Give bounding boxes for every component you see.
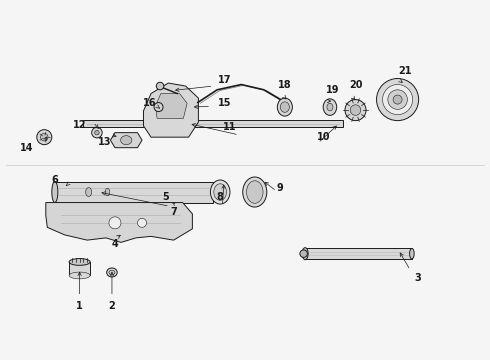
Ellipse shape (214, 184, 226, 200)
Ellipse shape (243, 177, 267, 207)
Text: 16: 16 (143, 98, 156, 108)
Circle shape (109, 217, 121, 229)
Ellipse shape (280, 102, 290, 112)
Text: 1: 1 (76, 301, 83, 311)
Polygon shape (46, 203, 193, 242)
Text: 12: 12 (73, 120, 86, 130)
Ellipse shape (107, 268, 117, 277)
Text: 15: 15 (218, 98, 231, 108)
Circle shape (138, 218, 147, 228)
Ellipse shape (246, 181, 263, 203)
Text: 2: 2 (109, 301, 115, 311)
Text: 19: 19 (326, 85, 340, 95)
Ellipse shape (302, 248, 308, 260)
Circle shape (383, 85, 413, 114)
Ellipse shape (327, 103, 333, 111)
Text: 3: 3 (415, 273, 421, 283)
Circle shape (156, 82, 164, 90)
Ellipse shape (410, 248, 414, 259)
Ellipse shape (277, 98, 293, 116)
Bar (69, 262, 90, 275)
Text: 8: 8 (217, 192, 223, 202)
Polygon shape (155, 94, 187, 118)
Text: 17: 17 (218, 75, 231, 85)
Circle shape (393, 95, 402, 104)
Text: 4: 4 (112, 239, 118, 249)
Circle shape (92, 127, 102, 138)
Ellipse shape (86, 188, 92, 197)
Ellipse shape (69, 272, 90, 279)
Text: 11: 11 (223, 122, 237, 132)
Text: 20: 20 (349, 80, 362, 90)
Ellipse shape (121, 136, 132, 145)
Ellipse shape (109, 270, 115, 275)
Bar (305, 248, 412, 259)
Text: 18: 18 (278, 80, 292, 90)
Circle shape (376, 78, 418, 121)
Text: 21: 21 (398, 66, 412, 76)
Polygon shape (144, 83, 198, 137)
Circle shape (95, 130, 99, 135)
Ellipse shape (52, 181, 58, 203)
Text: 14: 14 (20, 143, 34, 153)
Text: 5: 5 (163, 192, 170, 202)
Ellipse shape (210, 180, 230, 204)
Bar (83, 120, 343, 127)
Circle shape (37, 130, 52, 145)
Circle shape (154, 103, 163, 112)
Text: 7: 7 (170, 207, 177, 217)
Text: 9: 9 (277, 183, 284, 193)
Ellipse shape (323, 99, 337, 115)
Ellipse shape (69, 258, 90, 265)
Ellipse shape (105, 188, 110, 196)
Circle shape (41, 134, 48, 141)
Text: 6: 6 (51, 175, 58, 185)
Circle shape (300, 250, 307, 257)
Bar (55, 181, 213, 203)
Circle shape (388, 90, 407, 109)
Circle shape (345, 100, 366, 121)
Circle shape (350, 105, 361, 115)
Text: 10: 10 (317, 132, 331, 142)
Text: 13: 13 (98, 138, 111, 147)
Polygon shape (110, 132, 142, 148)
